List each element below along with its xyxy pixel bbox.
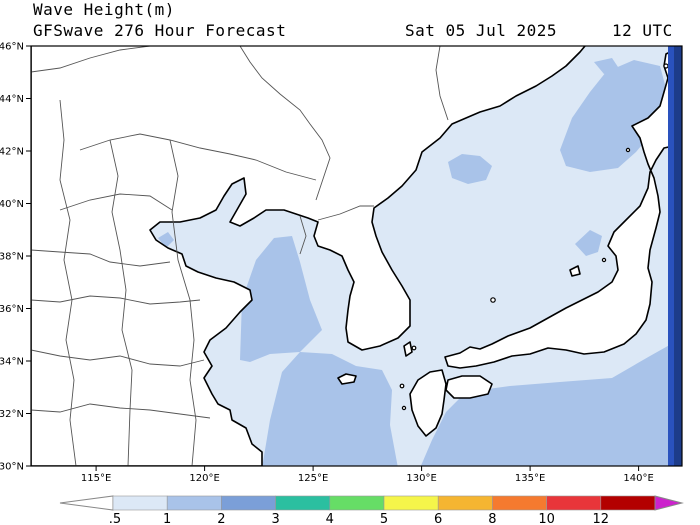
lat-tick-label: 34°N [0,357,24,368]
colorbar-label: 12 [593,512,610,525]
valid-time: 12 UTC [612,21,673,40]
map-title: Wave Height(m) [33,0,175,19]
colorbar-swatch [112,495,168,511]
wave-height-colorbar: .5 1 2 3 4 5 6 8 10 12 [59,495,684,525]
small-islands [399,63,669,411]
landmasses [31,46,682,466]
colorbar-swatch [329,495,385,511]
colorbar-label: 4 [326,512,334,525]
province-borders [31,46,449,466]
colorbar-swatch [383,495,439,511]
wave-band-1-to-2 [158,58,682,466]
colorbar-swatch [221,495,276,511]
lat-tick-label: 46°N [0,42,24,53]
colorbar-label: .5 [109,512,121,525]
colorbar-swatch [546,495,602,511]
colorbar-label: 8 [488,512,496,525]
lon-tick-label: 115°E [81,473,111,484]
colorbar-label: 3 [271,512,279,525]
lon-tick-label: 130°E [406,473,436,484]
lon-tick-label: 140°E [623,473,653,484]
longitude-axis: 115°E 120°E 125°E 130°E 135°E 140°E [81,466,654,484]
valid-date: Sat 05 Jul 2025 [405,21,557,40]
colorbar-swatch [600,495,656,511]
lat-tick-label: 40°N [0,199,24,210]
lat-tick-label: 32°N [0,409,24,420]
lat-tick-label: 42°N [0,147,24,158]
lat-tick-label: 38°N [0,252,24,263]
map-area [31,46,682,466]
colorbar-swatch [166,495,222,511]
lon-tick-label: 135°E [515,473,545,484]
colorbar-label: 2 [217,512,225,525]
lat-tick-label: 36°N [0,304,24,315]
colorbar-high-arrow [654,495,684,511]
latitude-axis: 46°N 44°N 42°N 40°N 38°N 36°N 34°N 32°N 30°N [0,42,31,473]
lon-tick-label: 125°E [298,473,328,484]
colorbar-swatch [275,495,331,511]
colorbar-label: 10 [538,512,555,525]
colorbar-swatch [492,495,547,511]
model-label: GFSwave 276 Hour Forecast [33,21,287,40]
lon-tick-label: 120°E [189,473,219,484]
colorbar-label: 5 [380,512,388,525]
lat-tick-label: 44°N [0,94,24,105]
colorbar-low-arrow [59,495,114,511]
colorbar-swatch [437,495,493,511]
colorbar-label: 6 [434,512,442,525]
lat-tick-label: 30°N [0,462,24,473]
colorbar-label: 1 [163,512,171,525]
